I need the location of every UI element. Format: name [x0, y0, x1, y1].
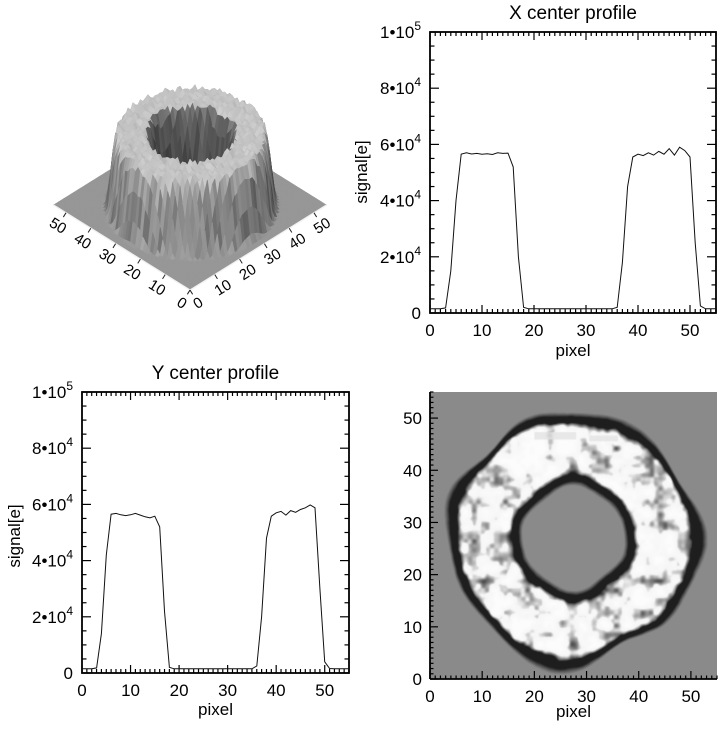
surface-3d-canvas [0, 0, 380, 360]
ring-image-axes: 0 10 20 30 40 50 0 10 20 30 40 50 [403, 391, 718, 706]
svg-text:10: 10 [473, 687, 492, 706]
y-profile-xlabel: pixel [198, 700, 233, 719]
svg-text:10: 10 [473, 321, 492, 340]
svg-text:50: 50 [681, 687, 700, 706]
svg-text:30: 30 [577, 321, 596, 340]
svg-text:40: 40 [629, 687, 648, 706]
svg-text:2•104: 2•104 [380, 244, 421, 267]
svg-text:1•105: 1•105 [32, 379, 73, 402]
svg-text:8•104: 8•104 [32, 435, 73, 458]
x-profile-plot: 0 10 20 30 40 50 0 2•104 4•104 6•104 8•104 1•105 [380, 19, 717, 340]
ring-image-canvas [430, 392, 717, 679]
y-profile-plot: 0 10 20 30 40 50 0 2•104 4•104 6•104 8•104 1•105 [32, 379, 350, 700]
y-profile-title: Y center profile [151, 363, 280, 384]
x-profile-xlabel: pixel [555, 341, 591, 360]
svg-text:4•104: 4•104 [380, 188, 421, 211]
svg-text:30: 30 [403, 513, 422, 532]
panel-x-profile: X center profile signal[e] 0 10 20 30 40 50 0 2… [0, 0, 724, 360]
svg-text:0: 0 [64, 664, 73, 683]
svg-text:10: 10 [403, 618, 422, 637]
svg-text:0: 0 [425, 687, 434, 706]
svg-text:40: 40 [629, 321, 648, 340]
svg-text:8•104: 8•104 [380, 75, 421, 98]
svg-text:10: 10 [121, 681, 140, 700]
svg-text:30: 30 [218, 681, 237, 700]
svg-text:0: 0 [413, 670, 422, 689]
svg-text:4•104: 4•104 [32, 548, 73, 571]
svg-text:0: 0 [425, 321, 434, 340]
svg-text:40: 40 [267, 681, 286, 700]
svg-text:50: 50 [403, 409, 422, 428]
svg-text:1•105: 1•105 [380, 19, 421, 42]
svg-text:2•104: 2•104 [32, 604, 73, 627]
panel-ring-image: 0 10 20 30 40 50 0 10 20 30 40 50 pixel [380, 360, 724, 732]
panel-y-profile: Y center profile signal[e] 0 10 20 30 40 50 0 2… [0, 360, 380, 732]
svg-text:30: 30 [577, 687, 596, 706]
svg-text:20: 20 [525, 687, 544, 706]
svg-text:6•104: 6•104 [380, 131, 421, 154]
svg-text:6•104: 6•104 [32, 491, 73, 514]
svg-text:50: 50 [681, 321, 700, 340]
ring-image-xlabel: pixel [556, 702, 591, 721]
panel-3d-surface [0, 0, 380, 360]
svg-text:20: 20 [403, 566, 422, 585]
svg-text:20: 20 [170, 681, 189, 700]
svg-text:20: 20 [525, 321, 544, 340]
svg-text:0: 0 [77, 681, 86, 700]
svg-text:40: 40 [403, 461, 422, 480]
svg-text:50: 50 [315, 681, 334, 700]
svg-text:0: 0 [412, 304, 421, 323]
x-profile-ylabel: signal[e] [352, 140, 371, 204]
x-profile-title: X center profile [509, 3, 637, 24]
